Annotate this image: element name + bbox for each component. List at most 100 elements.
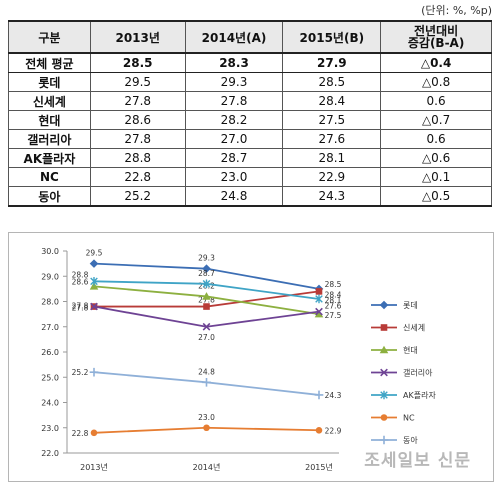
- table-cell: 0.6: [380, 129, 492, 149]
- data-label: 29.3: [198, 254, 215, 263]
- table-cell: △0.8: [380, 72, 492, 92]
- header-2014: 2014년(A): [184, 20, 284, 54]
- data-point: [380, 414, 388, 421]
- data-label: 23.0: [198, 413, 215, 422]
- legend-label: AK플라자: [403, 391, 436, 400]
- table-cell: 27.5: [282, 110, 382, 130]
- table-cell: 28.3: [184, 52, 284, 73]
- table-cell: 27.8: [89, 129, 186, 149]
- legend-label: 롯데: [403, 301, 418, 310]
- y-tick-label: 24.0: [41, 399, 59, 408]
- chart-area: 22.0 23.0 24.0 25.0 26.0 27.0 28.0 29.0 30.0 2013…: [8, 232, 494, 482]
- data-point: [202, 322, 211, 331]
- legend-label: 신세계: [403, 323, 425, 333]
- data-point: [315, 288, 323, 295]
- table-row: 롯데 29.5 29.3 28.5 △0.8: [8, 72, 492, 92]
- data-point: [90, 429, 98, 437]
- y-tick-label: 30.0: [41, 247, 59, 256]
- data-point: [314, 390, 324, 400]
- data-label: 22.9: [325, 426, 342, 435]
- header-change: 전년대비 증감(B-A): [380, 20, 492, 54]
- data-label: 28.5: [325, 280, 342, 289]
- data-label: 28.6: [72, 277, 89, 286]
- legend-label: 현대: [403, 346, 418, 355]
- table-row: 현대 28.6 28.2 27.5 △0.7: [8, 110, 492, 130]
- unit-note: (단위: %, %p): [421, 4, 492, 17]
- data-point: [89, 259, 99, 268]
- table-header-row: 구분 2013년 2014년(A) 2015년(B) 전년대비 증감(B-A): [8, 20, 492, 54]
- row-label: 롯데: [8, 72, 91, 92]
- data-label: 27.8: [72, 304, 89, 313]
- data-point: [315, 294, 323, 304]
- data-label: 24.3: [325, 391, 342, 400]
- data-label: 24.8: [198, 367, 215, 376]
- data-point: [89, 282, 99, 290]
- data-point: [379, 300, 389, 310]
- header-2013: 2013년: [89, 20, 186, 54]
- table-cell: 28.5: [282, 72, 382, 92]
- row-label: NC: [8, 167, 91, 187]
- row-label: AK플라자: [8, 148, 91, 168]
- data-point: [315, 307, 323, 316]
- data-label: 29.5: [86, 249, 103, 258]
- table-cell: 28.2: [184, 110, 284, 130]
- data-label: 27.5: [325, 311, 342, 320]
- data-point: [90, 302, 98, 311]
- table-cell: 24.8: [184, 186, 284, 207]
- data-label: 27.0: [198, 333, 215, 342]
- table-cell: 28.1: [282, 148, 382, 168]
- data-point: [203, 424, 210, 432]
- data-point: [202, 378, 211, 387]
- row-label: 신세계: [8, 91, 91, 111]
- data-point: [314, 309, 324, 318]
- data-label: 27.8: [198, 296, 215, 305]
- table-cell: 28.8: [89, 148, 186, 168]
- table-cell: 27.8: [184, 91, 284, 111]
- table-cell: △0.5: [380, 186, 492, 207]
- y-tick-label: 26.0: [41, 348, 59, 357]
- header-2015: 2015년(B): [282, 20, 382, 54]
- table-cell: △0.6: [380, 148, 492, 168]
- table-cell: 28.6: [89, 110, 186, 130]
- stats-table: 구분 2013년 2014년(A) 2015년(B) 전년대비 증감(B-A) …: [8, 20, 492, 207]
- data-point: [202, 292, 211, 300]
- table-cell: 24.3: [282, 186, 382, 207]
- table-cell: 22.9: [282, 167, 382, 187]
- data-label: 27.6: [325, 302, 342, 311]
- table-cell: △0.7: [380, 110, 492, 130]
- data-label: 27.8: [72, 302, 89, 311]
- table-row: 신세계 27.8 27.8 28.4 0.6: [8, 91, 492, 111]
- table-cell: 28.7: [184, 148, 284, 168]
- watermark: 조세일보 신문: [364, 451, 471, 471]
- line-chart: 22.0 23.0 24.0 25.0 26.0 27.0 28.0 29.0 30.0 2013…: [41, 247, 436, 472]
- data-label: 22.8: [72, 429, 89, 438]
- legend-label: 동아: [403, 435, 418, 445]
- x-tick-label: 2015년: [305, 462, 333, 472]
- y-tick-label: 29.0: [41, 272, 59, 281]
- table-cell: 25.2: [89, 186, 186, 207]
- table-row: NC 22.8 23.0 22.9 △0.1: [8, 167, 492, 187]
- table-cell: 28.5: [89, 52, 186, 73]
- table-row: 전체 평균 28.5 28.3 27.9 △0.4: [8, 52, 492, 73]
- data-point: [379, 435, 389, 445]
- data-point: [315, 426, 323, 434]
- data-label: 28.1: [325, 296, 342, 305]
- table-cell: 22.8: [89, 167, 186, 187]
- table-cell: △0.4: [380, 52, 492, 73]
- data-point: [202, 279, 211, 289]
- data-point: [380, 368, 388, 377]
- y-tick-label: 28.0: [41, 298, 59, 307]
- row-label: 동아: [8, 186, 91, 207]
- table-cell: 27.9: [282, 52, 382, 73]
- row-label: 갤러리아: [8, 129, 91, 149]
- y-tick-label: 25.0: [41, 373, 59, 382]
- table-cell: △0.1: [380, 167, 492, 187]
- data-label: 25.2: [72, 368, 89, 377]
- data-point: [380, 390, 388, 400]
- y-tick-label: 23.0: [41, 424, 59, 433]
- y-tick-label: 27.0: [41, 323, 59, 332]
- legend-label: NC: [403, 414, 415, 423]
- row-label: 현대: [8, 110, 91, 130]
- table-cell: 27.8: [89, 91, 186, 111]
- table-cell: 28.4: [282, 91, 382, 111]
